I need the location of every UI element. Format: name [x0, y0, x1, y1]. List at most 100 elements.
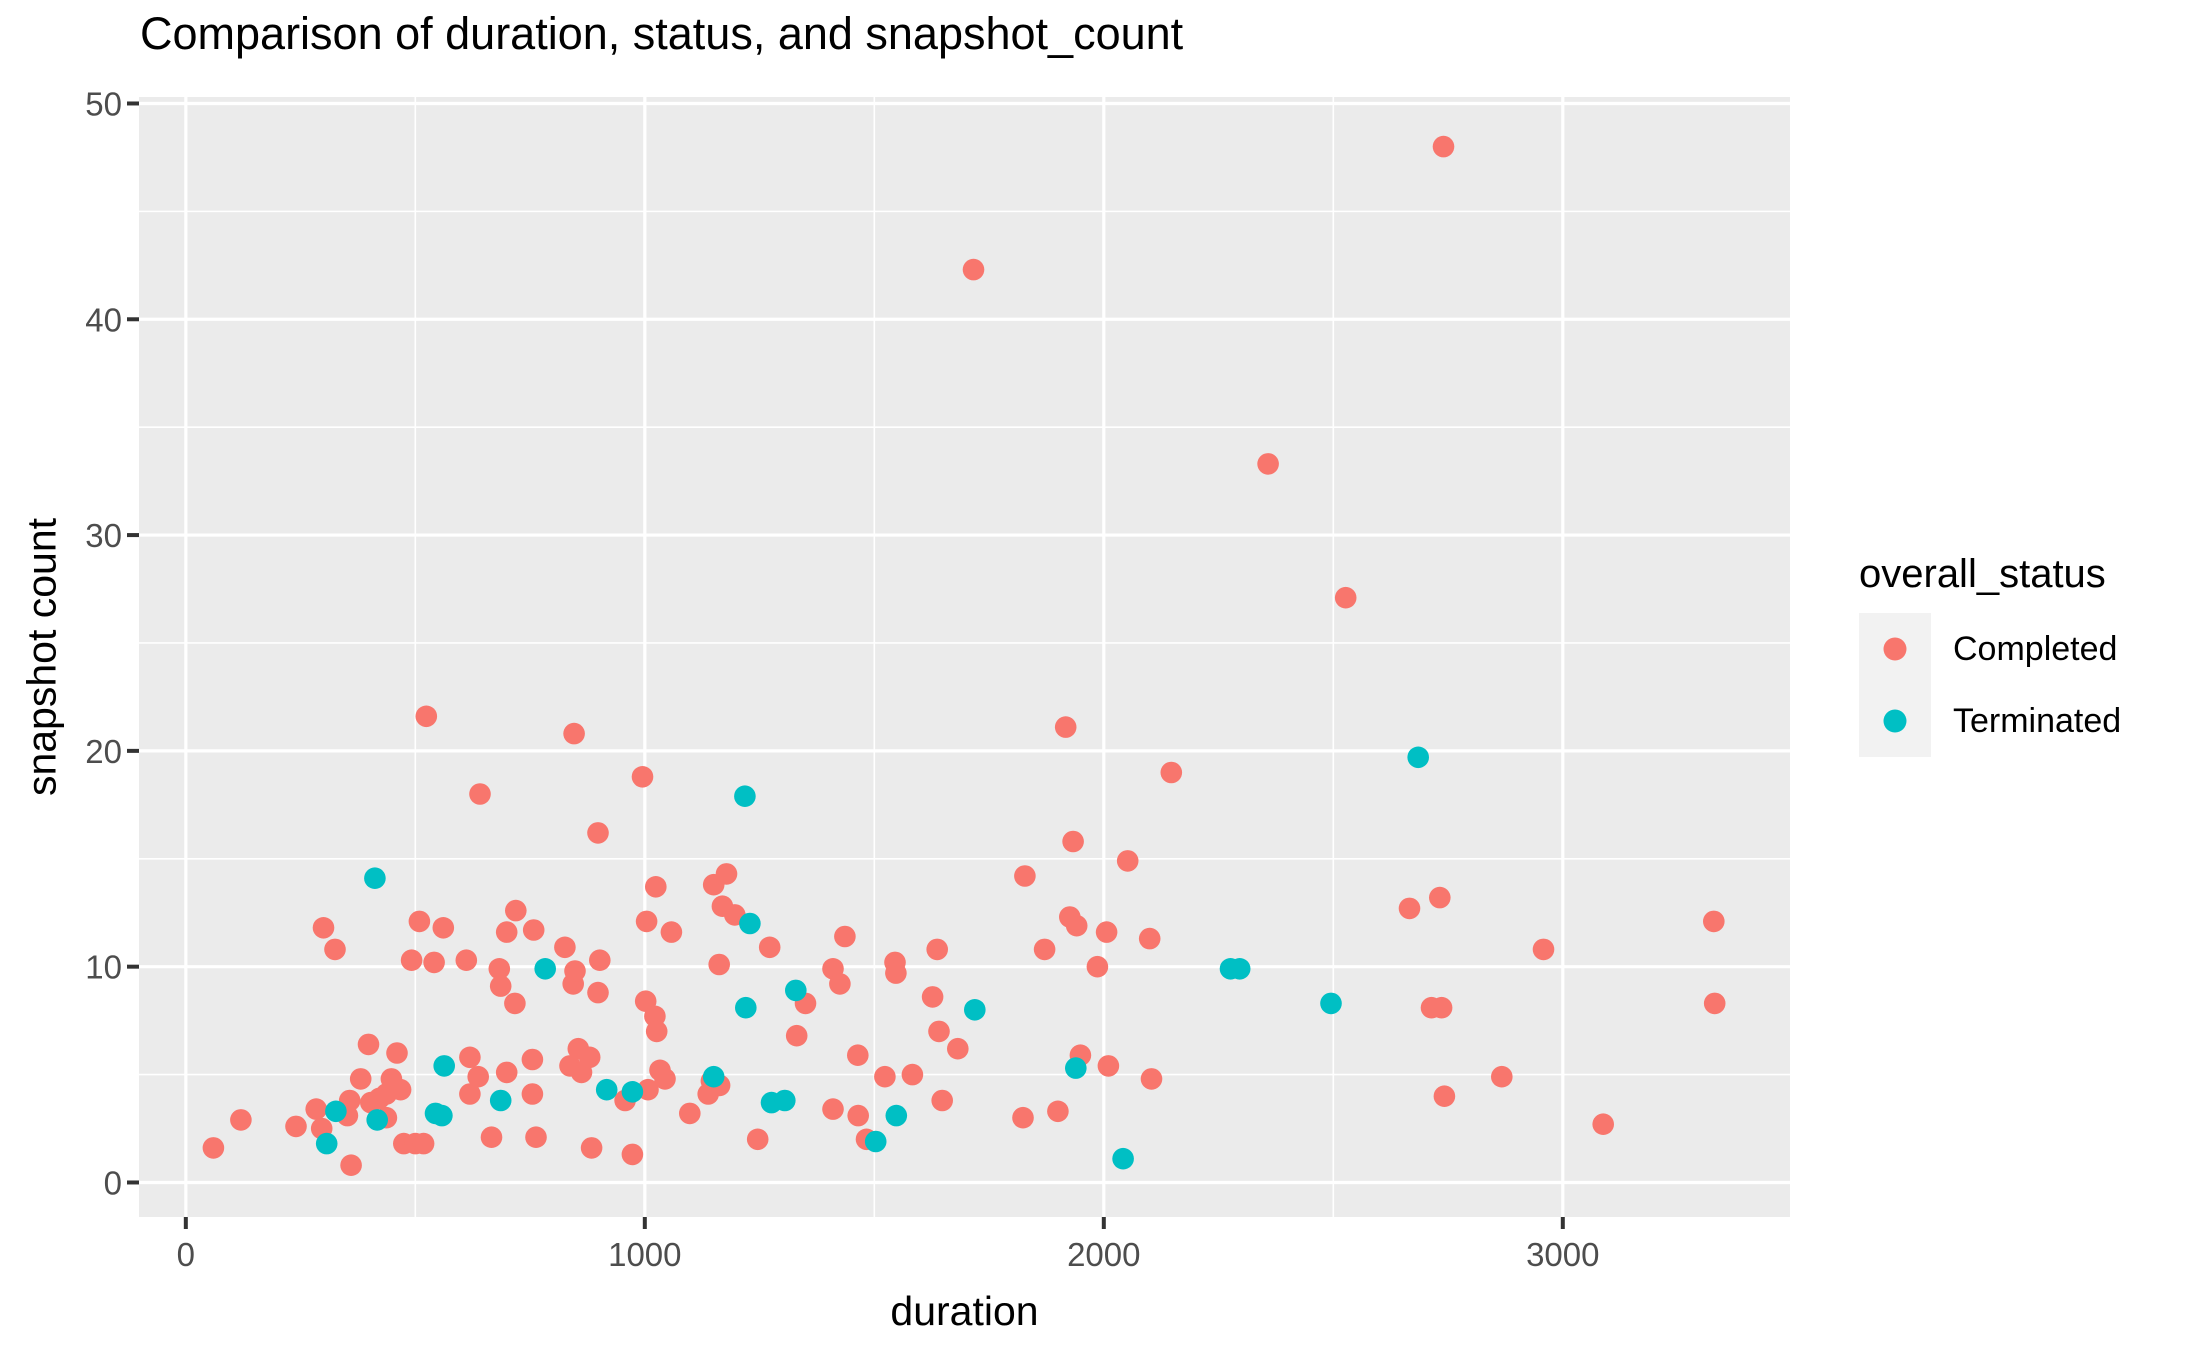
- data-point-completed: [349, 1068, 372, 1090]
- data-point-completed: [554, 936, 576, 959]
- data-point-completed: [834, 925, 856, 948]
- data-point-terminated: [885, 1104, 908, 1127]
- data-point-completed: [847, 1104, 869, 1127]
- data-point-completed: [408, 910, 431, 933]
- data-point-completed: [1065, 914, 1088, 937]
- data-point-completed: [459, 1083, 481, 1105]
- data-point-completed: [305, 1098, 328, 1120]
- data-point-terminated: [1112, 1147, 1134, 1170]
- data-point-completed: [1095, 921, 1118, 943]
- data-point-terminated: [739, 912, 761, 935]
- data-point-completed: [1014, 865, 1036, 887]
- data-point-completed: [947, 1037, 969, 1060]
- data-point-completed: [386, 1042, 408, 1064]
- y-tick-label: 0: [104, 1164, 122, 1201]
- x-tick-label: 3000: [1526, 1236, 1599, 1273]
- data-point-completed: [746, 1128, 769, 1151]
- data-point-completed: [459, 1046, 481, 1069]
- data-point-completed: [357, 1033, 380, 1056]
- data-point-terminated: [1065, 1057, 1087, 1079]
- data-point-completed: [874, 1065, 896, 1088]
- data-point-completed: [564, 960, 586, 982]
- data-point-completed: [1703, 992, 1726, 1015]
- y-tick-label: 50: [85, 85, 122, 122]
- data-point-completed: [829, 973, 851, 995]
- data-point-completed: [847, 1044, 869, 1066]
- data-point-terminated: [964, 999, 986, 1021]
- data-point-terminated: [1228, 958, 1251, 980]
- legend-key-terminated: [1859, 685, 1931, 757]
- data-point-completed: [785, 1024, 808, 1047]
- data-point-terminated: [864, 1130, 887, 1153]
- legend-entry-completed: Completed: [1859, 613, 2185, 685]
- data-point-terminated: [534, 958, 556, 980]
- data-point-completed: [324, 938, 346, 961]
- data-point-completed: [1433, 1085, 1456, 1107]
- legend-key-completed: [1859, 613, 1931, 685]
- data-point-terminated: [366, 1109, 389, 1131]
- y-tick-label: 30: [85, 517, 122, 554]
- data-point-completed: [635, 910, 658, 933]
- data-point-completed: [412, 1132, 435, 1155]
- data-point-completed: [467, 1065, 490, 1088]
- data-point-terminated: [621, 1081, 644, 1103]
- data-point-completed: [1430, 996, 1453, 1019]
- data-point-terminated: [315, 1132, 338, 1155]
- data-point-completed: [285, 1115, 307, 1138]
- data-point-completed: [1334, 586, 1357, 609]
- data-point-completed: [580, 1137, 603, 1159]
- data-point-completed: [1116, 850, 1139, 872]
- gridlines: [139, 97, 1790, 1217]
- legend-title: overall_status: [1859, 552, 2106, 596]
- x-tick-label: 2000: [1067, 1236, 1140, 1273]
- y-tick-label: 40: [85, 301, 122, 338]
- data-point-completed: [415, 705, 438, 728]
- data-point-completed: [432, 917, 455, 939]
- data-point-completed: [679, 1102, 701, 1125]
- data-point-terminated: [785, 979, 807, 1002]
- data-point-completed: [495, 921, 518, 943]
- data-point-completed: [645, 1020, 668, 1043]
- data-point-terminated: [774, 1089, 796, 1112]
- data-point-completed: [589, 949, 611, 971]
- data-point-terminated: [1320, 992, 1342, 1015]
- data-point-completed: [1532, 938, 1555, 961]
- x-tick-label: 0: [177, 1236, 195, 1273]
- data-point-completed: [563, 722, 585, 745]
- panel-background: [139, 97, 1790, 1217]
- data-point-completed: [885, 962, 907, 984]
- data-point-terminated: [734, 785, 756, 807]
- data-point-terminated: [364, 867, 386, 889]
- data-point-completed: [1033, 938, 1056, 961]
- y-axis-title: snapshot count: [18, 517, 65, 797]
- data-point-completed: [521, 1083, 544, 1105]
- data-point-terminated: [431, 1104, 453, 1127]
- data-points: [202, 135, 1726, 1176]
- data-point-completed: [1097, 1055, 1120, 1077]
- x-tick-label: 1000: [608, 1236, 681, 1273]
- data-point-completed: [645, 876, 667, 898]
- data-point-terminated: [489, 1089, 512, 1112]
- data-point-completed: [1592, 1113, 1614, 1135]
- data-point-terminated: [325, 1100, 347, 1123]
- data-point-completed: [1138, 927, 1161, 950]
- data-point-completed: [587, 981, 609, 1004]
- data-point-completed: [621, 1143, 644, 1166]
- data-point-completed: [423, 951, 445, 974]
- data-point-completed: [400, 949, 423, 971]
- data-point-completed: [578, 1046, 601, 1069]
- data-point-terminated: [1407, 746, 1429, 769]
- data-point-completed: [340, 1154, 362, 1176]
- data-point-terminated: [595, 1078, 618, 1101]
- data-point-completed: [455, 949, 478, 971]
- x-axis-title: duration: [890, 1288, 1039, 1334]
- legend-entry-terminated: Terminated: [1859, 685, 2185, 757]
- data-point-completed: [480, 1126, 503, 1148]
- data-point-completed: [230, 1109, 252, 1131]
- data-point-completed: [1491, 1065, 1513, 1088]
- data-point-completed: [1398, 897, 1421, 920]
- data-point-terminated: [702, 1065, 725, 1088]
- data-point-terminated: [735, 996, 757, 1019]
- data-point-completed: [708, 953, 730, 976]
- terminated-dot-icon: [1883, 709, 1907, 733]
